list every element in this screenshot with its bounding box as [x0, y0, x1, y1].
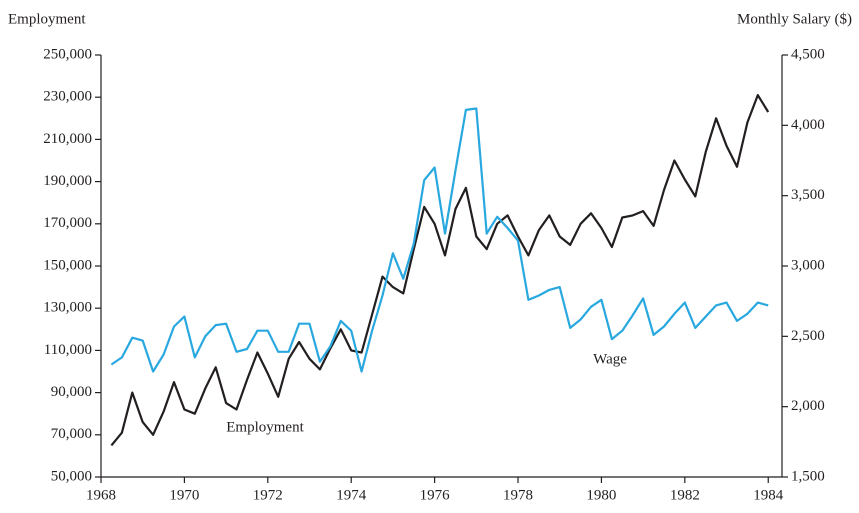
x-tick-label: 1974 [336, 487, 367, 503]
line-series [110, 94, 770, 447]
annotation: Wage [593, 351, 627, 367]
y-tick-label: 130,000 [43, 300, 92, 316]
y2-tick-label: 4,000 [791, 117, 825, 133]
x-tick-label: 1976 [420, 487, 451, 503]
y2-tick-label: 2,000 [791, 398, 825, 414]
x-tick-label: 1968 [86, 487, 116, 503]
x-tick-label: 1972 [253, 487, 283, 503]
y-tick-label: 230,000 [43, 89, 92, 105]
y-tick-label: 110,000 [44, 342, 92, 358]
y-tick-label: 250,000 [43, 46, 92, 62]
x-tick-label: 1980 [586, 487, 616, 503]
y2-tick-label: 3,000 [791, 257, 825, 273]
y-tick-label: 190,000 [43, 173, 92, 189]
x-tick-label: 1984 [753, 487, 784, 503]
y2-tick-label: 4,500 [791, 46, 825, 62]
y-tick-label: 210,000 [43, 131, 92, 147]
y-tick-label: 50,000 [51, 468, 92, 484]
y-axis-title: Employment [8, 11, 86, 27]
y-tick-label: 150,000 [43, 257, 92, 273]
line-series [110, 107, 769, 373]
y-tick-label: 70,000 [51, 426, 92, 442]
annotation: Employment [226, 419, 304, 435]
x-tick-label: 1982 [670, 487, 700, 503]
y-tick-label: 90,000 [51, 384, 92, 400]
x-tick-label: 1978 [503, 487, 533, 503]
y2-tick-label: 1,500 [791, 468, 825, 484]
y2-axis-title: Monthly Salary ($) [737, 11, 852, 27]
y-tick-label: 170,000 [43, 215, 92, 231]
x-tick-label: 1970 [169, 487, 199, 503]
y2-tick-label: 2,500 [791, 328, 825, 344]
y2-tick-label: 3,500 [791, 187, 825, 203]
